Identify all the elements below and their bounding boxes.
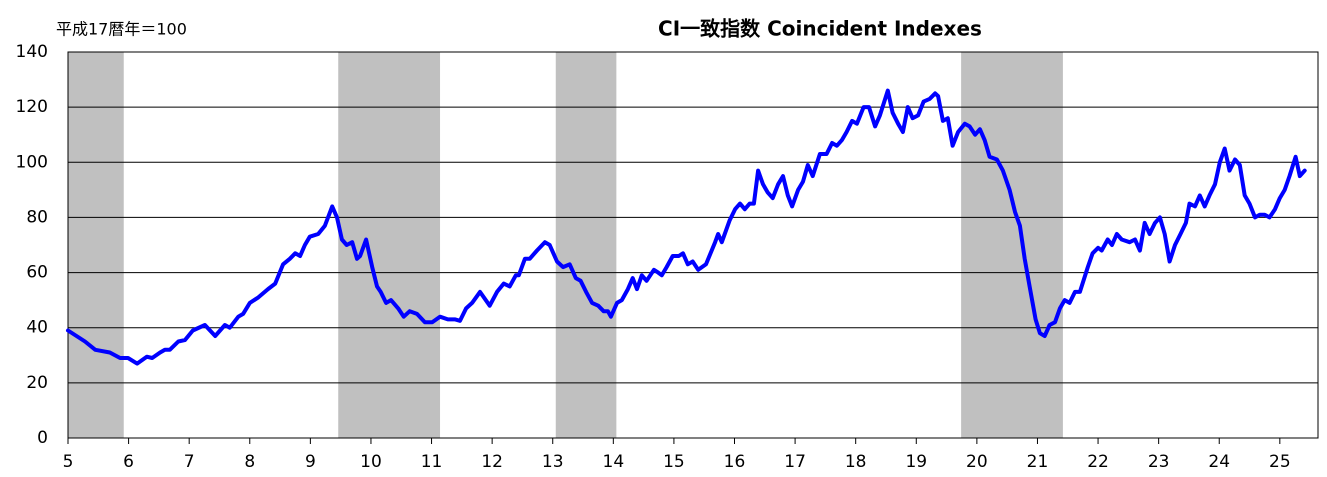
- y-tick-label: 40: [26, 318, 48, 338]
- y-tick-label: 100: [16, 152, 48, 172]
- y-tick-label: 20: [26, 373, 48, 393]
- plot-area: 0 20 40 60 80 100 120 140 5 6 7 8 9 10 11 12 13 14 15 16 17 1…: [16, 42, 1319, 472]
- x-tick-label: 14: [603, 452, 625, 472]
- x-tick-label: 10: [360, 452, 382, 472]
- x-tick-label: 16: [724, 452, 746, 472]
- x-tick-label: 25: [1269, 452, 1291, 472]
- y-tick-label: 60: [26, 263, 48, 283]
- y-tick-label: 0: [37, 428, 48, 448]
- x-tick-label: 8: [244, 452, 255, 472]
- x-tick-label: 19: [905, 452, 927, 472]
- y-tick-label: 120: [16, 97, 48, 117]
- unit-label: 平成17暦年＝100: [56, 20, 187, 39]
- x-tick-label: 17: [784, 452, 806, 472]
- x-tick-label: 22: [1087, 452, 1109, 472]
- x-tick-label: 13: [542, 452, 564, 472]
- shaded-period: [338, 52, 441, 438]
- shaded-period: [555, 52, 617, 438]
- x-tick-label: 9: [305, 452, 316, 472]
- data-line: [66, 88, 1307, 366]
- x-tick-label: 15: [663, 452, 685, 472]
- x-tick-label: 18: [845, 452, 867, 472]
- x-tick-label: 5: [63, 452, 74, 472]
- y-tick-label: 80: [26, 207, 48, 227]
- shaded-period: [68, 52, 124, 438]
- x-tick-label: 23: [1148, 452, 1170, 472]
- x-tick-label: 6: [123, 452, 134, 472]
- x-tick-label: 12: [481, 452, 503, 472]
- plot-frame: [67, 51, 1319, 439]
- x-tick-label: 11: [421, 452, 443, 472]
- x-tick-label: 20: [966, 452, 988, 472]
- shaded-period: [961, 52, 1063, 438]
- chart-title: CI一致指数 Coincident Indexes: [658, 17, 982, 41]
- x-tick-label: 24: [1208, 452, 1230, 472]
- x-tick-label: 7: [184, 452, 195, 472]
- x-tick-label: 21: [1027, 452, 1049, 472]
- y-tick-label: 140: [16, 42, 48, 62]
